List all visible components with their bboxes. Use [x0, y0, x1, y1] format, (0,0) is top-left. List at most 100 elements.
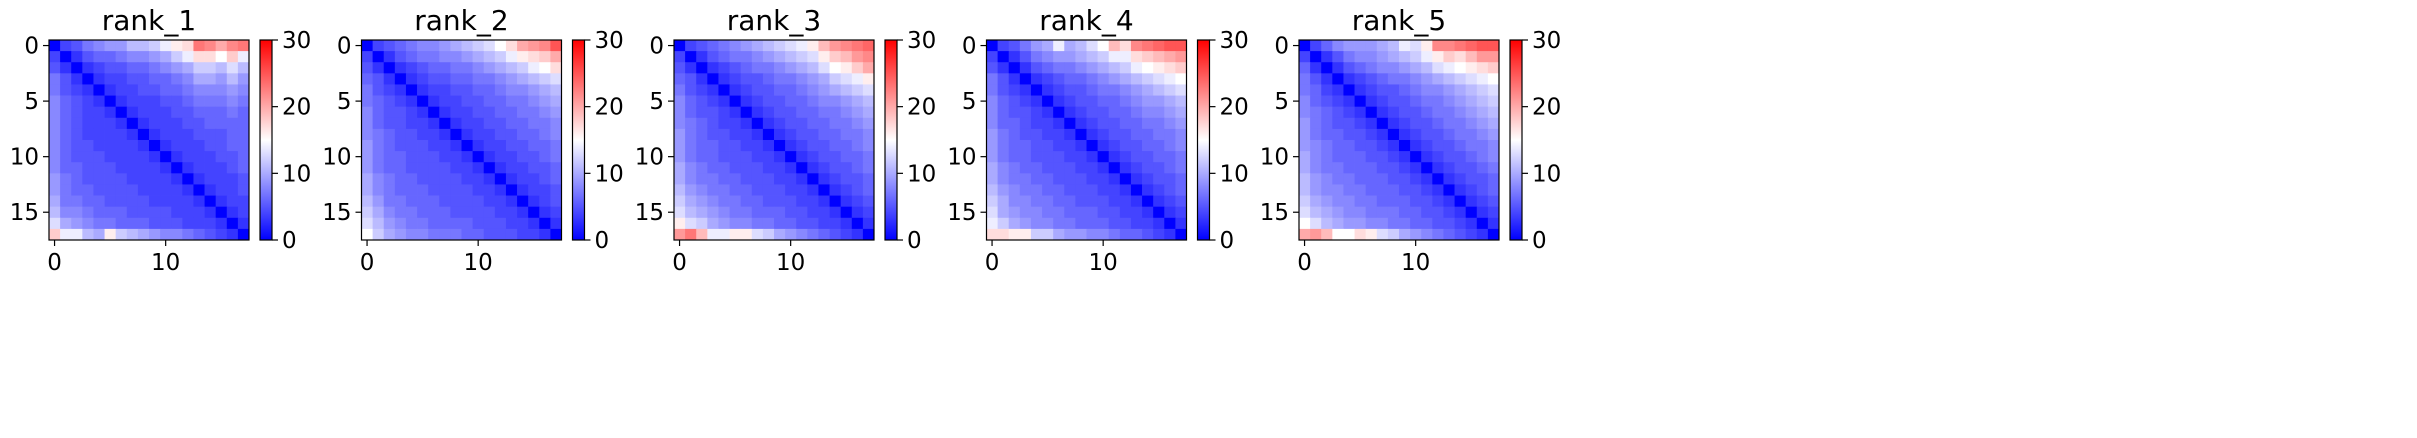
heatmap-cell: [137, 106, 150, 119]
heatmap-cell: [1064, 173, 1076, 185]
heatmap-cell: [1332, 173, 1344, 185]
heatmap-cell: [372, 62, 385, 74]
heatmap-cell: [71, 117, 83, 130]
heatmap-cell: [204, 40, 217, 52]
heatmap-cell: [226, 206, 239, 219]
heatmap-cell: [1175, 140, 1187, 152]
heatmap-cell: [851, 73, 864, 85]
heatmap-cell: [461, 151, 474, 163]
heatmap-cell: [126, 195, 139, 208]
heatmap-cell: [1142, 173, 1154, 185]
heatmap-cell: [1454, 151, 1467, 163]
heatmap-cell: [137, 62, 150, 74]
heatmap-cell: [762, 228, 775, 241]
colorbar-tick-label: 0: [282, 228, 297, 254]
heatmap-cell: [428, 195, 440, 208]
heatmap-cell: [215, 184, 228, 196]
heatmap-cell: [1164, 151, 1176, 163]
heatmap-cell: [528, 51, 540, 63]
heatmap-cell: [986, 62, 999, 74]
heatmap-cell: [405, 73, 418, 85]
heatmap-cell: [372, 184, 385, 196]
heatmap-cell: [494, 217, 507, 230]
heatmap-cell: [1299, 162, 1311, 174]
heatmap-cell: [1086, 40, 1099, 52]
heatmap-cell: [149, 95, 161, 108]
heatmap-cell: [494, 128, 507, 141]
y-tick-label: 0: [962, 34, 977, 60]
heatmap-cell: [751, 117, 764, 130]
heatmap-cell: [1399, 117, 1411, 130]
heatmap-cell: [49, 51, 61, 63]
heatmap-cell: [237, 51, 250, 63]
heatmap-cell: [394, 184, 407, 196]
heatmap-cell: [986, 206, 999, 219]
heatmap-cell: [818, 84, 830, 96]
heatmap-cell: [751, 40, 764, 52]
heatmap-cell: [193, 95, 205, 108]
heatmap-cell: [60, 151, 72, 163]
heatmap-cell: [685, 73, 697, 85]
heatmap-cell: [550, 206, 562, 219]
y-tick-label: 15: [947, 200, 976, 226]
heatmap-cell: [383, 62, 396, 74]
heatmap-cell: [383, 151, 396, 163]
heatmap-cell: [60, 117, 72, 130]
heatmap-cell: [829, 184, 842, 196]
heatmap-cell: [517, 184, 529, 196]
heatmap-cell: [740, 151, 753, 163]
heatmap-cell: [405, 206, 418, 219]
heatmap-cell: [115, 106, 128, 119]
heatmap-cell: [818, 151, 830, 163]
heatmap-cell: [707, 206, 719, 219]
heatmap-cell: [762, 184, 775, 196]
heatmap-cell: [1387, 140, 1400, 152]
heatmap-cell: [1064, 84, 1076, 96]
heatmap-cell: [417, 128, 429, 141]
heatmap-cell: [461, 73, 474, 85]
heatmap-cell: [1432, 40, 1444, 52]
heatmap-cell: [160, 217, 172, 230]
heatmap-cell: [1064, 162, 1076, 174]
heatmap-cell: [394, 62, 407, 74]
heatmap-cell: [215, 117, 228, 130]
heatmap-cell: [550, 128, 562, 141]
heatmap-cell: [494, 140, 507, 152]
heatmap-cell: [160, 62, 172, 74]
heatmap-cell: [405, 84, 418, 96]
heatmap-cell: [160, 73, 172, 85]
heatmap-cell: [1332, 40, 1344, 52]
heatmap-cell: [1465, 195, 1478, 208]
heatmap-cell: [1421, 162, 1433, 174]
heatmap-cell: [707, 173, 719, 185]
heatmap-cell: [685, 228, 697, 241]
heatmap-cell: [1310, 73, 1322, 85]
heatmap-cell: [829, 62, 842, 74]
x-tick-label: 10: [1401, 250, 1430, 276]
heatmap-cell: [361, 151, 374, 163]
heatmap-cell: [215, 73, 228, 85]
heatmap-cell: [796, 84, 808, 96]
heatmap-cell: [1332, 140, 1344, 152]
heatmap-cell: [1399, 217, 1411, 230]
heatmap-cell: [1410, 228, 1422, 241]
heatmap-cell: [1399, 140, 1411, 152]
heatmap-cell: [751, 73, 764, 85]
heatmap-cell: [1130, 106, 1143, 119]
heatmap-cell: [1299, 106, 1311, 119]
heatmap-cell: [1142, 184, 1154, 196]
heatmap-cell: [1487, 140, 1500, 152]
heatmap-cell: [774, 51, 786, 63]
heatmap-cell: [439, 73, 451, 85]
heatmap-cell: [1008, 51, 1021, 63]
heatmap-cell: [1019, 206, 1032, 219]
heatmap-cell: [1130, 73, 1143, 85]
heatmap-cell: [818, 228, 830, 241]
colorbar-tick-label: 0: [1532, 228, 1547, 254]
heatmap-cell: [840, 73, 853, 85]
heatmap-cell: [674, 62, 686, 74]
heatmap-cell: [1299, 206, 1311, 219]
heatmap-cell: [1421, 95, 1433, 108]
heatmap-cell: [394, 228, 407, 241]
heatmap-cell: [1376, 151, 1389, 163]
